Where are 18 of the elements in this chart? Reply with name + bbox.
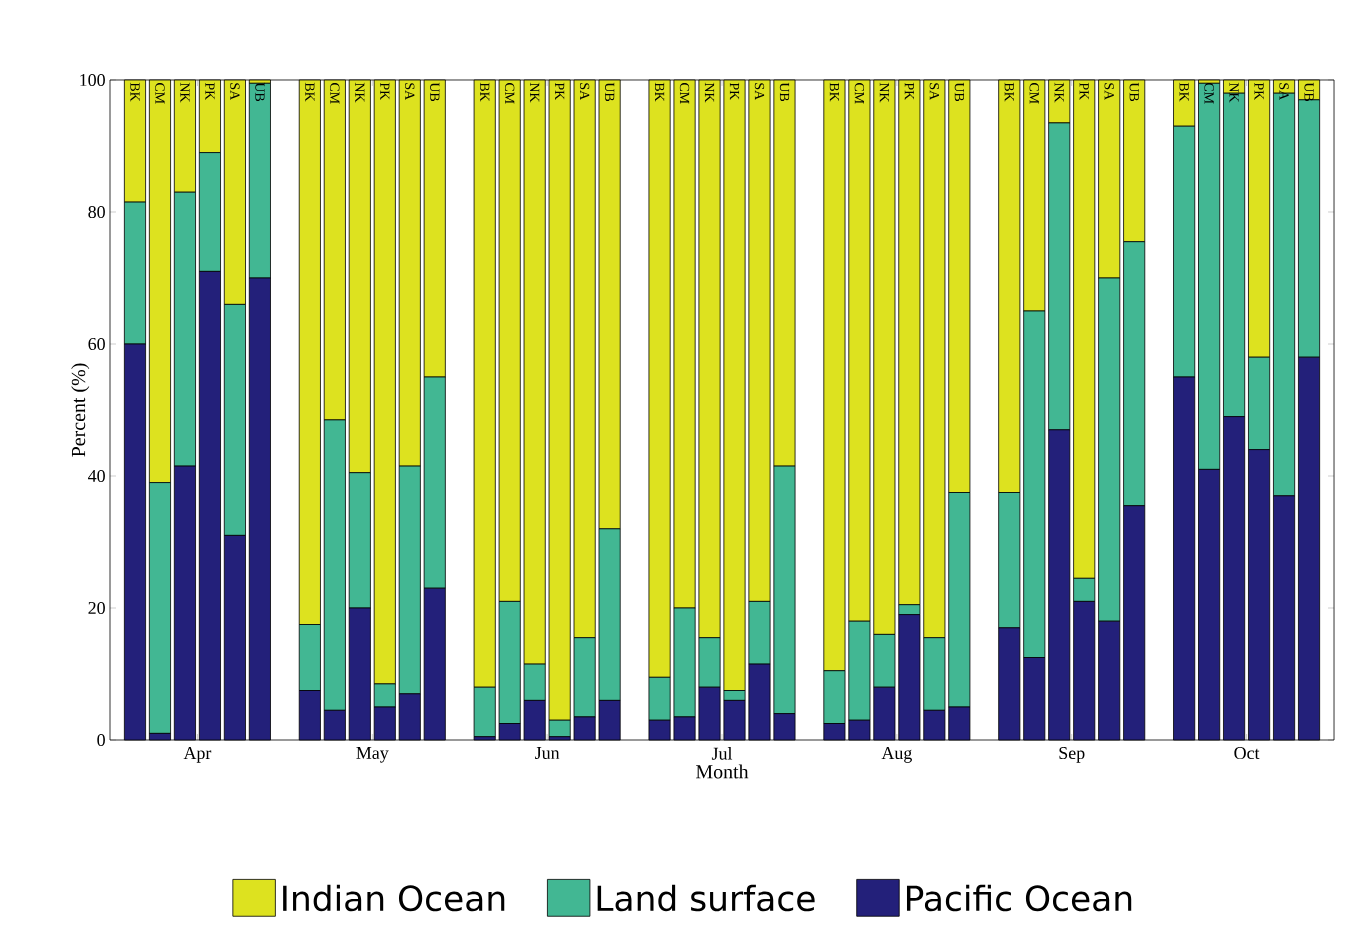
legend-label: Pacific Ocean xyxy=(906,884,1132,912)
legend-label: Land surface xyxy=(597,884,815,912)
y-tick-label: 20 xyxy=(88,601,105,615)
y-tick-label: 0 xyxy=(97,733,105,747)
y-tick-label: 80 xyxy=(88,205,105,219)
text: Jul xyxy=(711,747,733,760)
y-tick-label: 40 xyxy=(88,469,105,483)
y-tick-label: 60 xyxy=(88,337,105,351)
text: May xyxy=(356,747,389,763)
legend-label: Indian Ocean xyxy=(283,884,505,912)
text: Sep xyxy=(1059,747,1085,763)
text: Jun xyxy=(535,747,560,759)
y-tick-label: 100 xyxy=(80,73,105,87)
text: Aug xyxy=(881,747,912,763)
x-axis-title: Month xyxy=(696,764,749,779)
text: Apr xyxy=(183,747,212,763)
text: Oct xyxy=(1234,747,1260,760)
y-axis-title: Percent (%) xyxy=(71,363,90,457)
